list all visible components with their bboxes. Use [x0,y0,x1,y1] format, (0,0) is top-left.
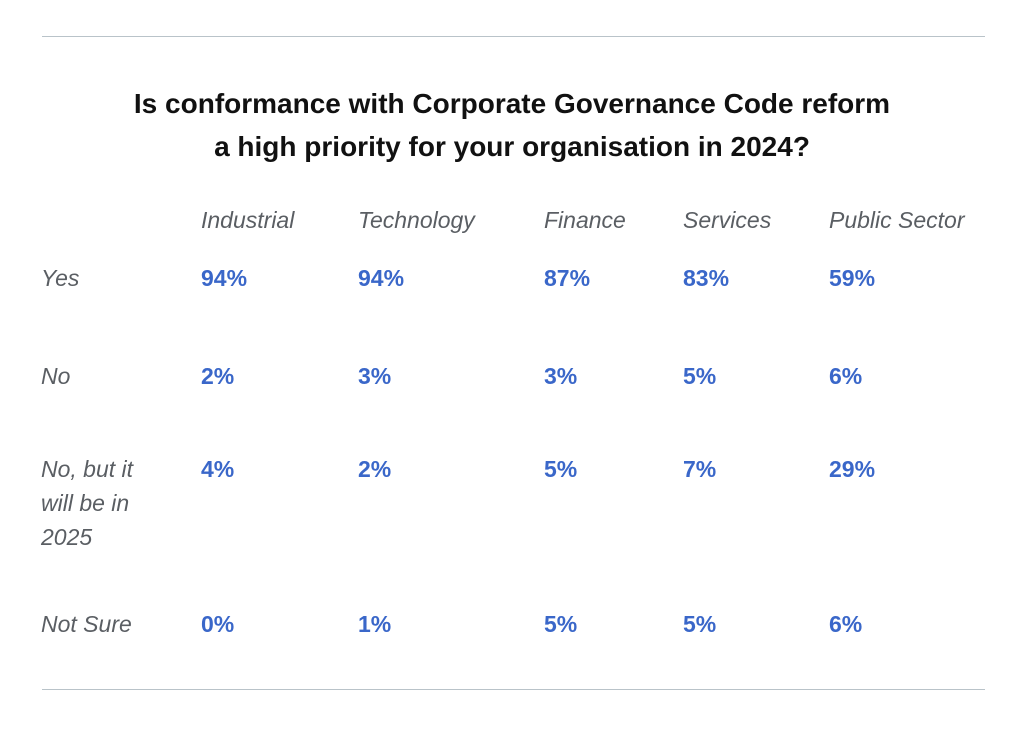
title-line-2: a high priority for your organisation in… [214,131,810,162]
value-cell: 3% [358,363,392,389]
column-header: Industrial [201,207,295,233]
bottom-divider [42,689,985,690]
value-cell: 5% [544,456,578,482]
value-cell: 94% [358,265,405,291]
row-label: No [41,363,71,389]
value-cell: 0% [201,611,235,637]
value-cell: 3% [544,363,578,389]
value-cell: 2% [358,456,392,482]
column-header: Public Sector [829,207,965,233]
value-cell: 5% [683,611,717,637]
title-line-1: Is conformance with Corporate Governance… [133,88,891,119]
value-cell: 7% [683,456,717,482]
value-cell: 87% [544,265,591,291]
row-label: Yes [41,265,80,291]
value-cell: 2% [201,363,235,389]
value-cell: 4% [201,456,235,482]
value-cell: 5% [683,363,717,389]
column-header: Technology [358,207,475,233]
column-header: Finance [544,207,626,233]
value-cell: 59% [829,265,876,291]
row-label: No, but it will be in 2025 [41,456,134,550]
value-cell: 5% [544,611,578,637]
value-cell: 83% [683,265,730,291]
column-header: Services [683,207,772,233]
value-cell: 29% [829,456,876,482]
value-cell: 94% [201,265,248,291]
top-divider [42,36,985,37]
value-cell: 6% [829,363,863,389]
value-cell: 1% [358,611,392,637]
row-label: Not Sure [41,611,132,637]
chart-title: Is conformance with Corporate Governance… [0,82,1024,168]
value-cell: 6% [829,611,863,637]
